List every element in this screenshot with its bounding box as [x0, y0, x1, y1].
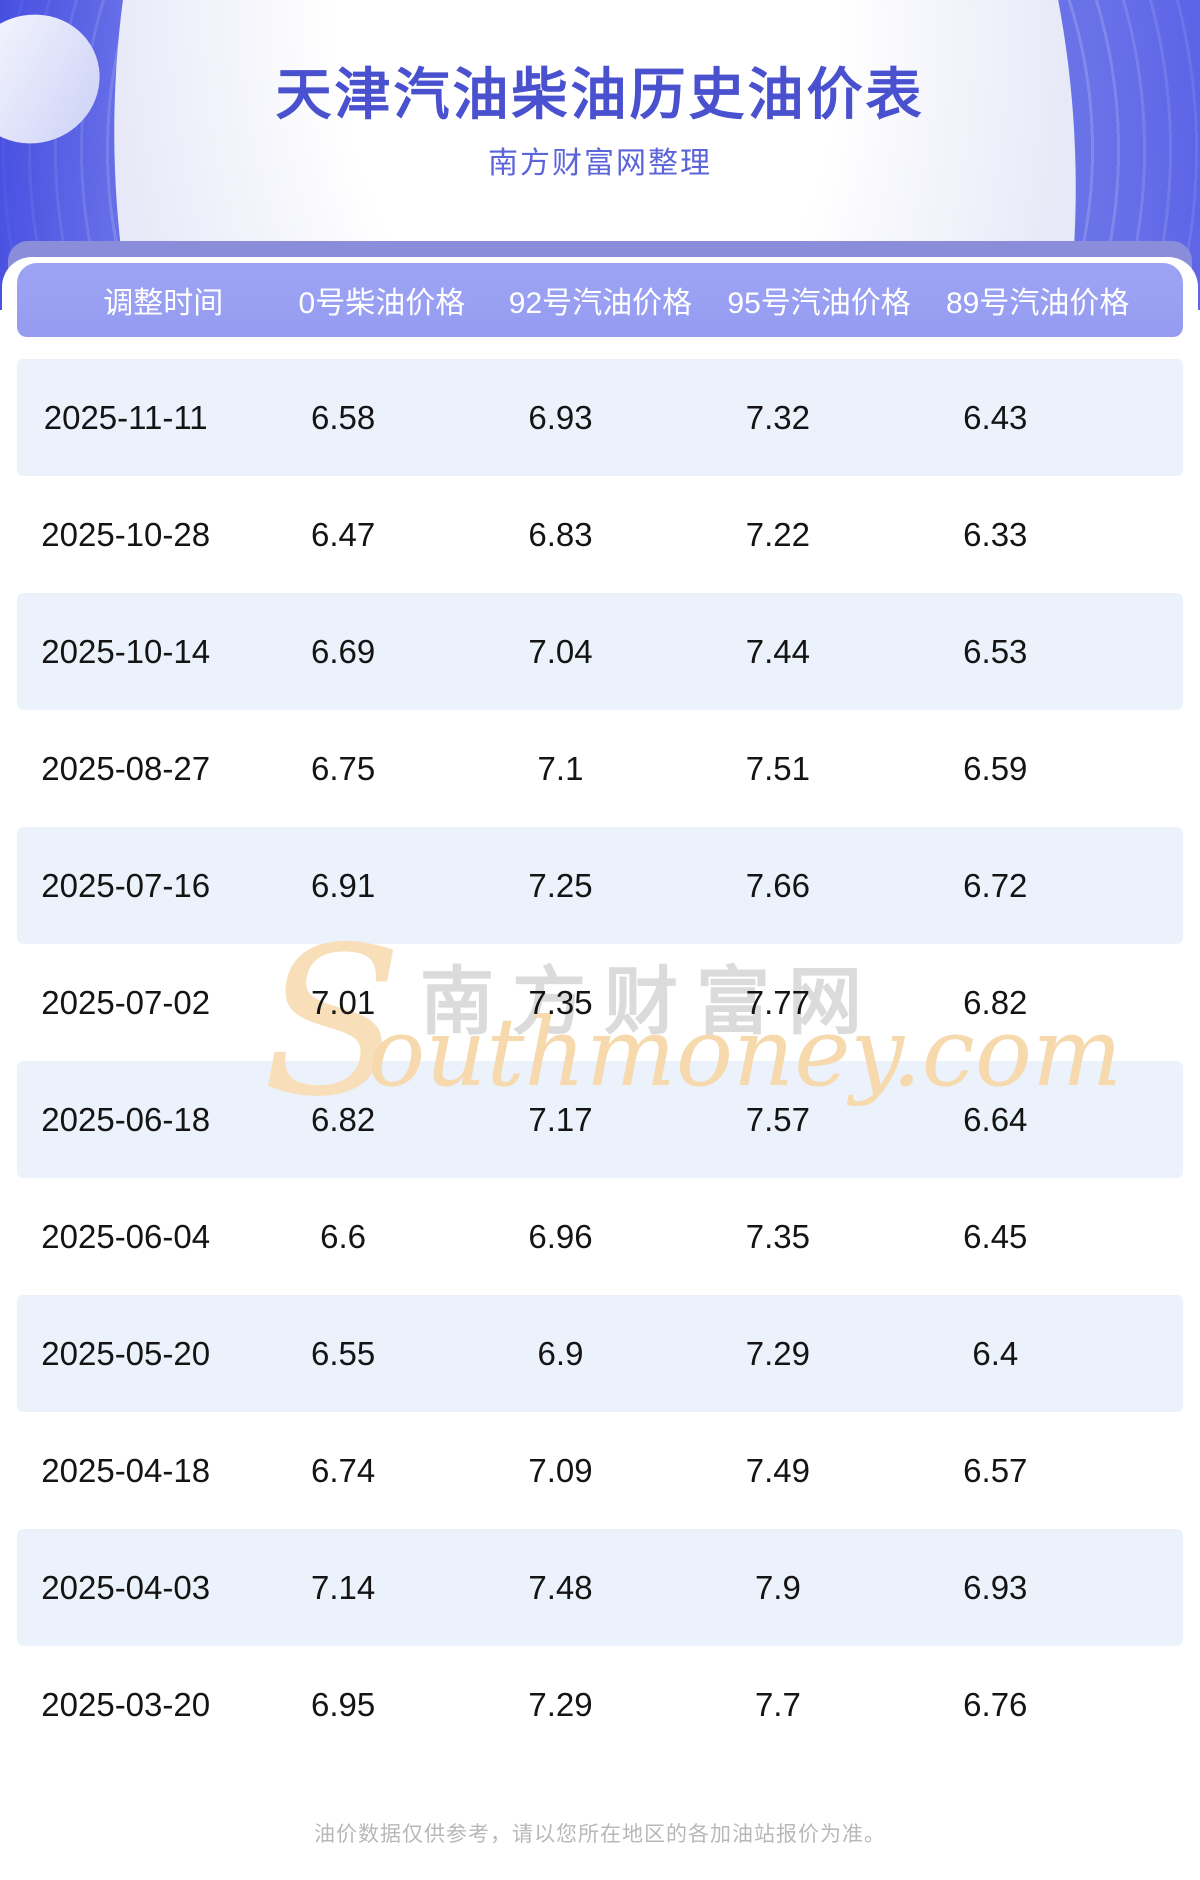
date-cell: 2025-11-11: [43, 398, 208, 436]
price-cell: 7.49: [745, 1451, 810, 1489]
table-row: 2025-10-14 6.69 7.04 7.44 6.53: [17, 593, 1183, 710]
price-cell: 6.74: [310, 1451, 376, 1489]
table-row: 2025-10-28 6.47 6.83 7.22 6.33: [17, 476, 1183, 593]
price-cell: 6.59: [963, 749, 1028, 787]
date-cell: 2025-07-02: [41, 983, 211, 1021]
table-row: 2025-04-03 7.14 7.48 7.9 6.93: [17, 1529, 1183, 1646]
price-cell: 6.96: [528, 1217, 593, 1255]
date-cell: 2025-10-28: [41, 515, 211, 553]
price-cell: 6.93: [528, 398, 593, 436]
table-body: 2025-11-11 6.58 6.93 7.32 6.43 2025-10-28 6.47…: [17, 359, 1183, 1763]
date-cell: 2025-04-18: [41, 1451, 211, 1489]
table-row: 2025-11-11 6.58 6.93 7.32 6.43: [17, 359, 1183, 476]
price-cell: 7.01: [310, 983, 376, 1021]
price-cell: 6.83: [528, 515, 593, 553]
price-cell: 7.22: [745, 515, 810, 553]
table-row: 2025-03-20 6.95 7.29 7.7 6.76: [17, 1646, 1183, 1763]
price-cell: 7.04: [528, 632, 593, 670]
price-cell: 6.95: [310, 1685, 376, 1723]
price-cell: 7.44: [745, 632, 810, 670]
table-row: 2025-08-27 6.75 7.1 7.51 6.59: [17, 710, 1183, 827]
price-cell: 7.29: [528, 1685, 593, 1723]
price-cell: 6.69: [310, 632, 376, 670]
table-row: 2025-07-16 6.91 7.25 7.66 6.72: [17, 827, 1183, 944]
price-cell: 6.64: [963, 1100, 1028, 1138]
price-cell: 6.93: [963, 1568, 1028, 1606]
price-cell: 6.6: [320, 1217, 367, 1255]
banner: 天津汽油柴油历史油价表 南方财富网整理: [0, 0, 1200, 310]
date-cell: 2025-10-14: [41, 632, 211, 670]
date-cell: 2025-06-04: [41, 1217, 211, 1255]
date-cell: 2025-04-03: [41, 1568, 211, 1606]
price-cell: 6.82: [310, 1100, 376, 1138]
table-row: 2025-06-04 6.6 6.96 7.35 6.45: [17, 1178, 1183, 1295]
column-header: 95号汽油价格: [727, 287, 911, 320]
price-cell: 7.1: [537, 749, 584, 787]
price-cell: 6.4: [972, 1334, 1019, 1372]
price-cell: 6.91: [310, 866, 376, 904]
price-cell: 6.9: [537, 1334, 584, 1372]
price-cell: 6.58: [310, 398, 376, 436]
column-header: 89号汽油价格: [946, 287, 1130, 320]
price-cell: 7.77: [745, 983, 810, 1021]
price-cell: 7.09: [528, 1451, 593, 1489]
price-cell: 7.25: [528, 866, 593, 904]
price-cell: 6.43: [963, 398, 1028, 436]
price-cell: 7.35: [745, 1217, 810, 1255]
date-cell: 2025-03-20: [41, 1685, 211, 1723]
price-cell: 6.45: [963, 1217, 1028, 1255]
price-cell: 7.66: [745, 866, 810, 904]
price-cell: 7.48: [528, 1568, 593, 1606]
date-cell: 2025-06-18: [41, 1100, 211, 1138]
price-cell: 6.82: [963, 983, 1028, 1021]
table-header-row: 调整时间 0号柴油价格 92号汽油价格 95号汽油价格 89号汽油价格: [17, 263, 1183, 337]
date-cell: 2025-08-27: [41, 749, 211, 787]
price-cell: 7.17: [528, 1100, 593, 1138]
price-cell: 7.14: [310, 1568, 376, 1606]
price-cell: 7.29: [745, 1334, 810, 1372]
price-cell: 7.32: [745, 398, 810, 436]
page-title: 天津汽油柴油历史油价表: [275, 63, 925, 126]
price-cell: 6.72: [963, 866, 1028, 904]
footer-disclaimer: 油价数据仅供参考，请以您所在地区的各加油站报价为准。: [314, 1823, 886, 1846]
price-cell: 6.75: [310, 749, 376, 787]
table-row: 2025-04-18 6.74 7.09 7.49 6.57: [17, 1412, 1183, 1529]
price-cell: 6.76: [963, 1685, 1028, 1723]
price-cell: 7.51: [745, 749, 810, 787]
table-row: 2025-05-20 6.55 6.9 7.29 6.4: [17, 1295, 1183, 1412]
price-cell: 7.9: [754, 1568, 801, 1606]
price-cell: 6.47: [310, 515, 376, 553]
page-subtitle: 南方财富网整理: [488, 147, 712, 180]
price-cell: 7.57: [745, 1100, 810, 1138]
date-cell: 2025-07-16: [41, 866, 211, 904]
price-cell: 6.53: [963, 632, 1028, 670]
column-header: 92号汽油价格: [508, 287, 693, 320]
price-cell: 6.57: [963, 1451, 1028, 1489]
price-cell: 7.35: [528, 983, 593, 1021]
table-row: 2025-07-02 7.01 7.35 7.77 6.82: [17, 944, 1183, 1061]
table-row: 2025-06-18 6.82 7.17 7.57 6.64: [17, 1061, 1183, 1178]
date-cell: 2025-05-20: [41, 1334, 211, 1372]
price-cell: 6.33: [963, 515, 1028, 553]
price-cell: 7.7: [754, 1685, 801, 1723]
column-header: 0号柴油价格: [298, 287, 466, 320]
column-header: 调整时间: [103, 287, 224, 320]
price-cell: 6.55: [310, 1334, 376, 1372]
